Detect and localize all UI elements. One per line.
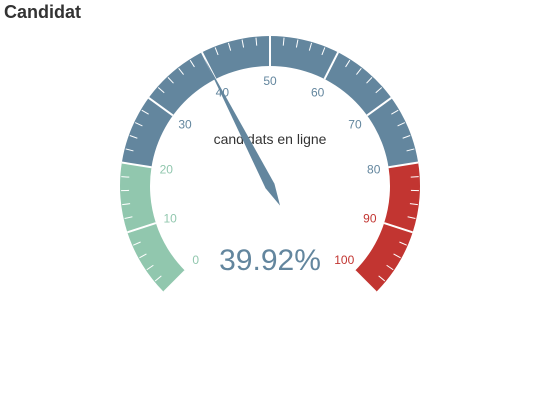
gauge-minor-tick	[227, 42, 232, 51]
gauge-minor-tick	[406, 148, 415, 152]
gauge-minor-tick	[241, 39, 245, 48]
gauge-tick-label: 30	[178, 117, 192, 131]
gauge-minor-tick	[189, 59, 195, 68]
gauge-minor-tick	[308, 42, 313, 51]
gauge-tick-label: 60	[311, 85, 325, 99]
gauge-split-line	[388, 161, 419, 169]
gauge-minor-tick	[282, 37, 285, 46]
gauge-split-line	[121, 161, 152, 169]
gauge-value: 39.92%	[219, 244, 321, 277]
gauge-minor-tick	[386, 264, 394, 271]
gauge-tick-label: 90	[363, 211, 377, 225]
gauge-split-line	[354, 270, 377, 293]
gauge-minor-tick	[141, 109, 149, 115]
gauge-minor-tick	[139, 253, 147, 259]
gauge-bands	[120, 35, 420, 293]
gauge-split-line	[163, 270, 186, 293]
gauge-minor-tick	[399, 241, 407, 246]
gauge-tick-label: 100	[334, 253, 354, 267]
gauge-split-line	[127, 222, 157, 234]
gauge-minor-tick	[397, 122, 406, 127]
gauge-minor-tick	[295, 39, 299, 48]
gauge-tick-label: 80	[367, 163, 381, 177]
gauge-detail-label: candidats en ligne	[214, 131, 327, 147]
gauge-minor-tick	[356, 67, 362, 75]
gauge-tick-label: 0	[192, 253, 199, 267]
gauge-band-1	[121, 35, 419, 168]
gauge-minor-tick	[121, 176, 130, 178]
gauge-minor-tick	[214, 47, 219, 56]
gauge-minor-tick	[122, 203, 131, 206]
gauge-split-line	[323, 51, 339, 80]
gauge-minor-tick	[157, 87, 165, 94]
gauge-tick-label: 70	[348, 117, 362, 131]
card-title: Candidat	[4, 2, 82, 22]
gauge-minor-tick	[393, 253, 401, 259]
gauge-tick-label: 20	[160, 163, 174, 177]
gauge-minor-tick	[366, 77, 373, 84]
gauge-tick-labels: 0102030405060708090100	[160, 74, 381, 267]
gauge-minor-tick	[321, 47, 326, 56]
gauge-minor-tick	[409, 203, 418, 206]
gauge-split-line	[383, 222, 413, 234]
gauge-minor-tick	[345, 59, 351, 68]
gauge-minor-tick	[134, 122, 143, 127]
gauge-minor-tick	[167, 77, 174, 84]
gauge-minor-tick	[391, 109, 399, 115]
gauge-tick-label: 50	[263, 74, 277, 88]
gauge-minor-tick	[255, 37, 258, 46]
gauge-minor-tick	[178, 67, 184, 75]
gauge-minor-tick	[407, 216, 416, 219]
gauge-minor-tick	[124, 216, 133, 219]
gauge-minor-tick	[375, 87, 383, 94]
gauge-minor-tick	[378, 275, 386, 282]
gauge-band-2	[354, 162, 420, 293]
gauge-minor-tick	[410, 176, 419, 178]
gauge-minor-tick	[154, 275, 162, 282]
gauge-split-line	[148, 97, 174, 117]
gauge-tick-label: 10	[163, 211, 177, 225]
gauge-needle	[204, 57, 281, 206]
gauge-ticks	[121, 36, 419, 293]
gauge-split-line	[366, 97, 392, 117]
gauge-minor-tick	[146, 264, 154, 271]
gauge-band-0	[120, 162, 186, 293]
gauge-pointer	[204, 57, 281, 206]
gauge-minor-tick	[129, 135, 138, 139]
gauge-minor-tick	[402, 135, 411, 139]
gauge-minor-tick	[133, 241, 141, 246]
gauge-minor-tick	[125, 148, 134, 152]
